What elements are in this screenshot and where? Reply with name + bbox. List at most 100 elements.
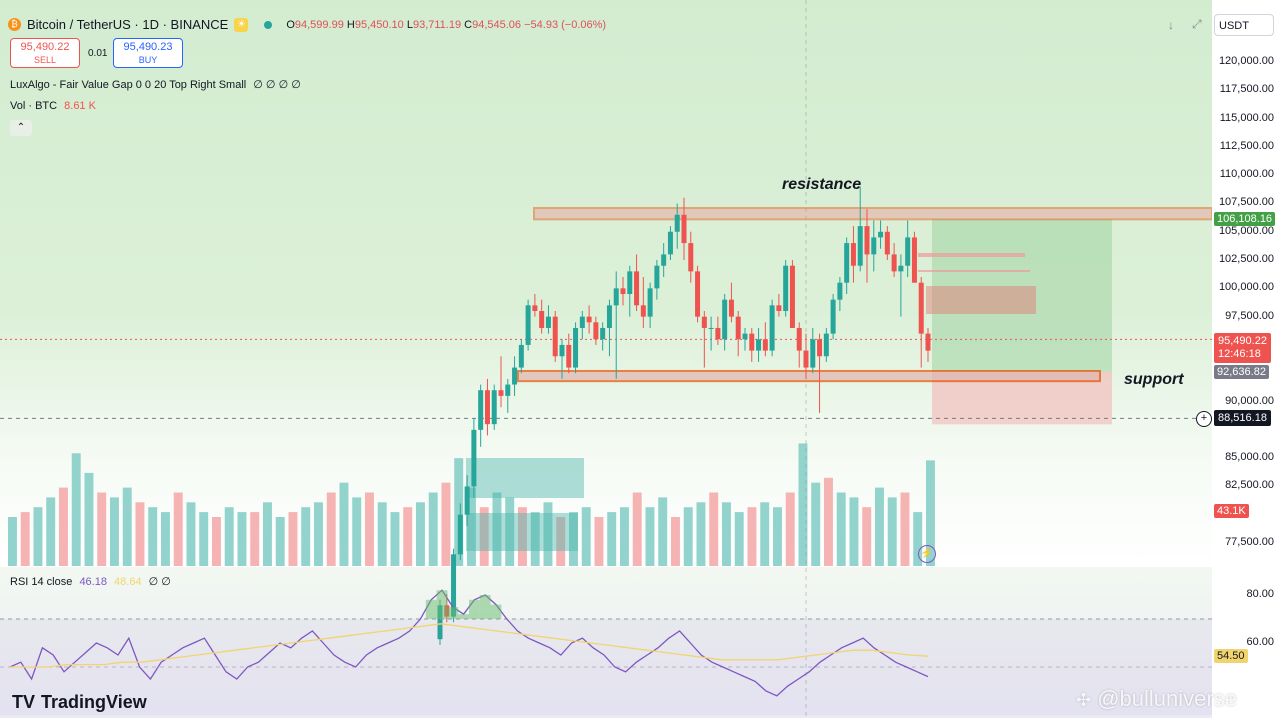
buy-label: BUY xyxy=(138,55,158,65)
rsi-extra: ∅ ∅ xyxy=(148,576,171,588)
candle-body xyxy=(749,333,755,351)
volume-bar xyxy=(135,502,145,566)
volume-bar xyxy=(671,517,680,566)
watermark-icon: ✣ xyxy=(1076,690,1092,710)
rsi-ma-line xyxy=(10,623,929,668)
watermark-text: @bulluniverse xyxy=(1097,686,1237,711)
candle-body xyxy=(457,514,463,555)
volume-bar xyxy=(875,487,884,566)
candle-body xyxy=(478,390,484,430)
bitcoin-icon: ₿ xyxy=(8,18,21,31)
candle-body xyxy=(627,271,633,295)
volume-bar xyxy=(632,492,642,566)
tradingview-logo[interactable]: TV TradingView xyxy=(12,692,147,713)
candle-body xyxy=(817,339,823,357)
price-tick-label: 82,500.00 xyxy=(1225,479,1274,492)
candle-body xyxy=(654,265,660,289)
price-tick-label: 105,000.00 xyxy=(1218,224,1274,237)
buy-price: 95,490.23 xyxy=(123,41,173,53)
candle-body xyxy=(661,254,667,266)
last-price: 95,490.22 xyxy=(1218,335,1267,347)
live-dot-icon xyxy=(264,20,273,29)
candlestick-chart[interactable] xyxy=(0,0,1212,718)
candle-body xyxy=(742,333,748,340)
rsi-pane[interactable] xyxy=(0,567,1212,718)
volume-bar xyxy=(199,512,209,566)
volume-bar xyxy=(237,512,247,566)
volume-bar xyxy=(607,512,617,566)
volume-bar xyxy=(773,507,782,566)
collapse-legend-button[interactable]: ⌃ xyxy=(10,120,32,136)
sell-button[interactable]: 95,490.22 SELL xyxy=(10,38,80,68)
rsi-overbought-fill xyxy=(436,590,448,619)
candle-body xyxy=(552,316,558,357)
rsi-tick-label: 80.00 xyxy=(1246,588,1274,600)
resistance-zone xyxy=(533,206,1212,221)
rsi-legend[interactable]: RSI 14 close 46.18 48.64 ∅ ∅ xyxy=(10,575,171,588)
volume-bar xyxy=(186,502,196,566)
candle-body xyxy=(891,254,897,272)
rsi-ma-value: 48.64 xyxy=(114,576,142,588)
fullscreen-icon[interactable]: ⤢ xyxy=(1192,17,1202,31)
volume-bar xyxy=(658,497,668,566)
volume-bar xyxy=(811,482,821,566)
candle-body xyxy=(783,265,789,311)
volume-bar xyxy=(339,482,349,566)
candle-body xyxy=(674,214,680,232)
volume-bar xyxy=(71,453,81,566)
volume-legend[interactable]: Vol · BTC 8.61 K xyxy=(10,100,96,112)
candle-body xyxy=(857,226,863,266)
download-icon[interactable]: ↓ xyxy=(1168,18,1174,32)
candle-body xyxy=(505,384,511,396)
volume-bar xyxy=(620,507,629,566)
volume-bar xyxy=(122,487,132,566)
indicator-name: LuxAlgo - Fair Value Gap 0 0 20 Top Righ… xyxy=(10,79,247,91)
volume-bar xyxy=(288,512,298,566)
volume-bar xyxy=(709,492,719,566)
price-tick-label: 77,500.00 xyxy=(1225,536,1274,548)
candle-body xyxy=(647,288,653,317)
candle-body xyxy=(803,350,809,368)
candle-body xyxy=(864,226,870,255)
candle-body xyxy=(586,316,592,323)
candle-body xyxy=(769,305,775,351)
market-status-icon: ☀ xyxy=(234,17,249,32)
candle-body xyxy=(579,316,585,328)
rsi-overbought-fill xyxy=(458,614,469,619)
candle-body xyxy=(830,299,836,334)
candle-body xyxy=(620,288,626,295)
candle-body xyxy=(756,339,762,351)
volume-bar xyxy=(696,502,706,566)
last-price-tag: 95,490.22 12:46:18 xyxy=(1214,333,1271,363)
volume-bar xyxy=(301,507,311,566)
candle-body xyxy=(735,316,741,340)
volume-bar xyxy=(913,512,923,566)
volume-bar xyxy=(148,507,158,566)
candle-body xyxy=(464,486,470,515)
candle-body xyxy=(837,282,843,300)
volume-bar xyxy=(785,492,795,566)
symbol-title[interactable]: Bitcoin / TetherUS · 1D · BINANCE xyxy=(27,17,229,32)
volume-bar xyxy=(84,472,94,566)
candle-body xyxy=(762,339,768,351)
support-price-tag: 92,636.82 xyxy=(1214,365,1269,379)
indicator-legend[interactable]: LuxAlgo - Fair Value Gap 0 0 20 Top Righ… xyxy=(10,78,301,91)
add-alert-icon[interactable]: + xyxy=(1196,411,1212,427)
candle-body xyxy=(498,390,504,396)
price-tick-label: 110,000.00 xyxy=(1219,168,1274,181)
candle-body xyxy=(484,390,490,425)
candle-body xyxy=(471,429,477,487)
fvg-bear-box xyxy=(918,270,1030,272)
candle-body xyxy=(573,327,579,368)
candle-body xyxy=(695,271,701,317)
volume-bar xyxy=(250,512,260,566)
replay-icon[interactable]: ⚡ xyxy=(918,545,936,563)
rsi-overbought-fill xyxy=(469,599,480,619)
price-tick-label: 100,000.00 xyxy=(1218,281,1274,294)
buy-button[interactable]: 95,490.23 BUY xyxy=(113,38,183,68)
volume-value: 8.61 K xyxy=(64,100,96,112)
currency-selector[interactable]: USDT xyxy=(1214,14,1274,36)
tradingview-icon: TV xyxy=(12,692,36,712)
candle-body xyxy=(898,265,904,272)
candle-body xyxy=(688,243,694,272)
